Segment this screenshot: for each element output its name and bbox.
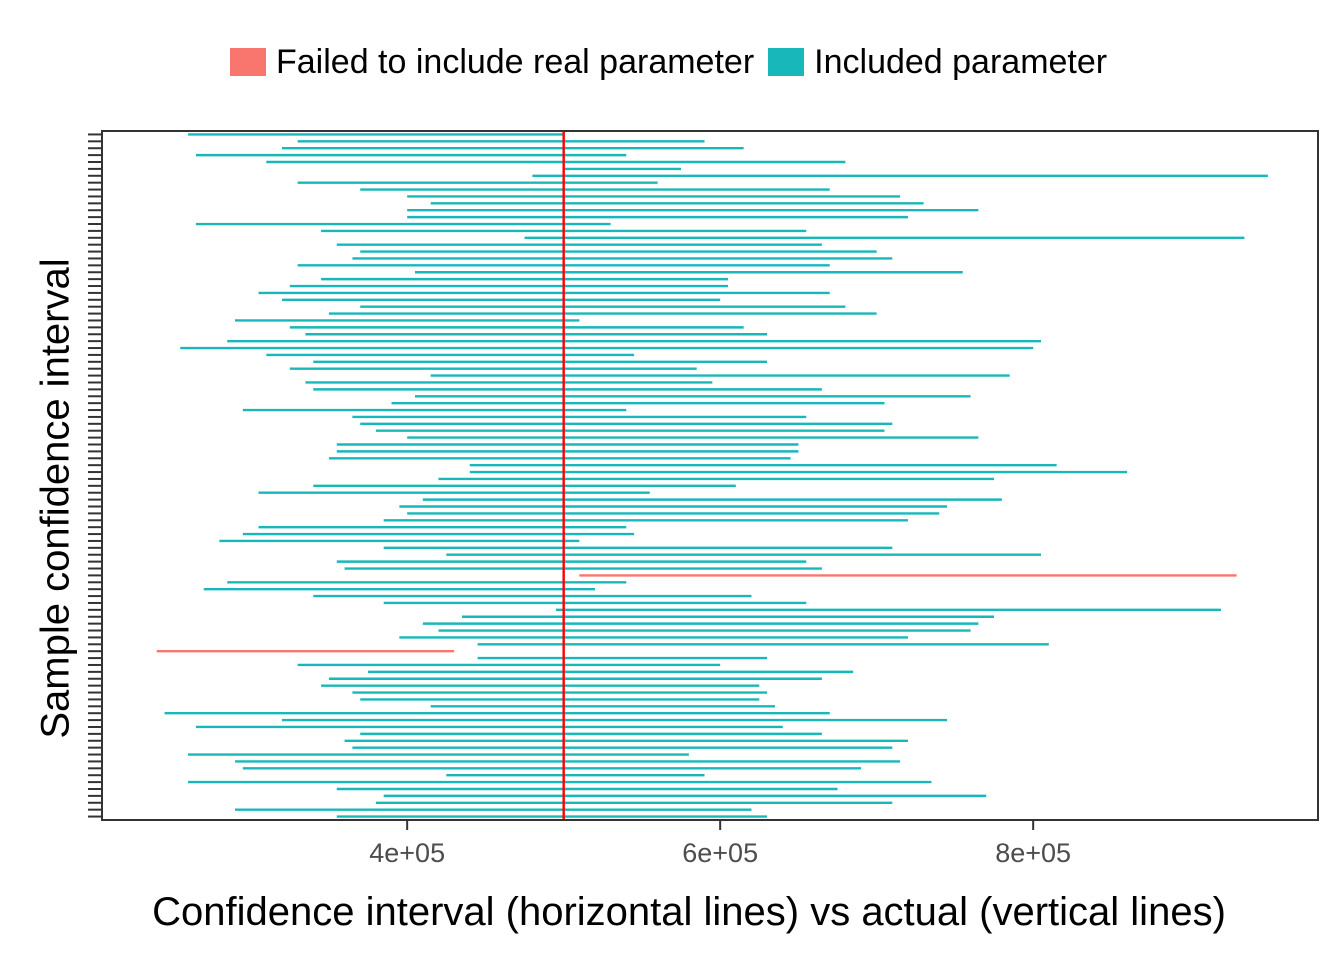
legend-swatch-failed: [230, 48, 266, 76]
x-tick-label-1: 6e+05: [682, 838, 758, 868]
legend-item-included: Included parameter: [768, 43, 1107, 82]
x-tick-label-2: 8e+05: [995, 838, 1071, 868]
legend-label-included: Included parameter: [814, 42, 1108, 81]
plot-panel-border: [101, 130, 1319, 821]
x-axis-ticks: 4e+05 6e+05 8e+05: [369, 820, 1071, 868]
x-tick-label-0: 4e+05: [369, 838, 445, 868]
x-axis-title: Confidence interval (horizontal lines) v…: [152, 890, 1226, 934]
legend: Failed to include real parameter Include…: [230, 42, 1121, 82]
legend-label-failed: Failed to include real parameter: [276, 42, 755, 81]
legend-swatch-included: [768, 48, 805, 76]
y-axis-ticks: [88, 133, 102, 818]
interval-lines: [156, 133, 1268, 818]
y-axis-title: Sample confidence interval: [33, 258, 78, 739]
legend-item-failed: Failed to include real parameter: [230, 43, 754, 82]
